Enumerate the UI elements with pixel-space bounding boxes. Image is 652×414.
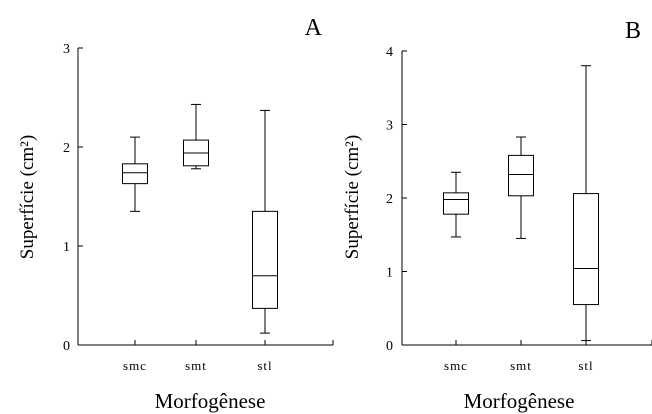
- y-tick-label: 3: [63, 42, 70, 57]
- y-tick-label: 4: [386, 45, 393, 60]
- box-smc: [443, 192, 469, 215]
- y-tick-label: 0: [386, 339, 393, 354]
- chart-panel-b: 0 1 2 3 4 smc smt stl B Morfogênese Superfície (cm…: [342, 18, 652, 413]
- box-smc: [122, 163, 148, 185]
- y-axis-title: Superfície (cm²): [342, 135, 363, 259]
- box-smt: [508, 154, 534, 197]
- x-axis-title: Morfogênese: [155, 389, 266, 413]
- y-axis-title: Superfície (cm²): [17, 135, 38, 259]
- x-axis-title: Morfogênese: [464, 389, 575, 413]
- box-stl: [252, 210, 278, 309]
- panel-label: B: [625, 18, 641, 44]
- y-tick-label: 3: [386, 119, 393, 134]
- panel-label: A: [305, 15, 323, 41]
- box-stl: [573, 193, 599, 306]
- y-tick-label: 2: [386, 192, 393, 207]
- category-label: stl: [257, 358, 272, 373]
- chart-panel-a: 0 1 2 3 smc smt stl A Morfogênese Superfície (cm²…: [17, 15, 334, 413]
- y-tick-label: 0: [63, 339, 70, 354]
- category-label: stl: [578, 358, 593, 373]
- category-label: smt: [185, 358, 207, 373]
- y-tick-label: 2: [63, 141, 70, 156]
- category-label: smc: [123, 358, 147, 373]
- category-label: smt: [510, 358, 532, 373]
- category-label: smc: [444, 358, 468, 373]
- y-tick-label: 1: [386, 266, 393, 281]
- y-tick-label: 1: [63, 240, 70, 255]
